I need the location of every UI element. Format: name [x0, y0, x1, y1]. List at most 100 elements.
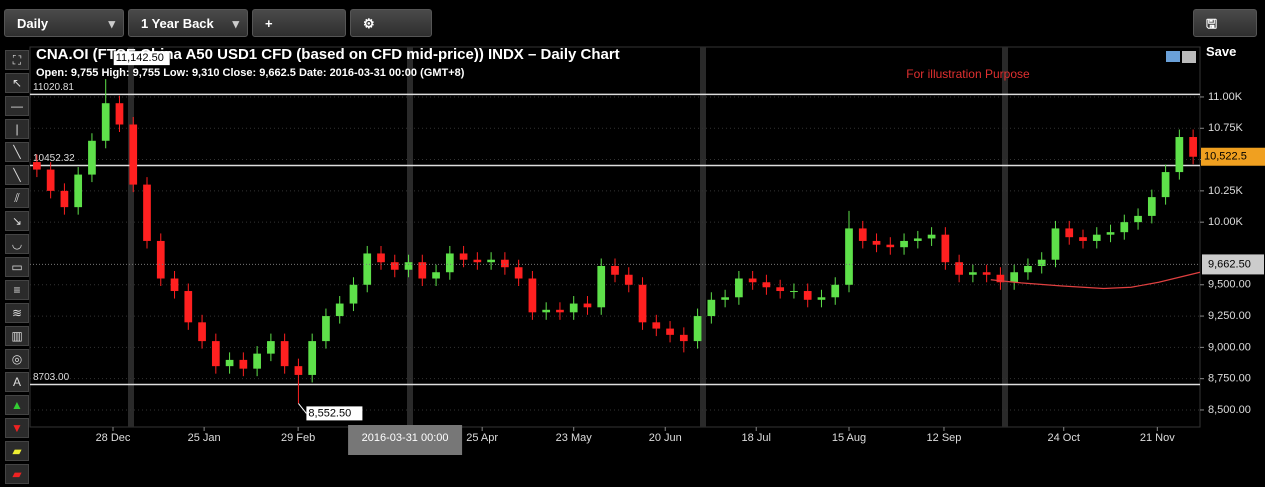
min-pointer — [298, 403, 307, 414]
candle-body — [74, 174, 83, 208]
candle-body — [445, 253, 454, 273]
candle-body — [528, 278, 537, 313]
session-band — [407, 47, 413, 427]
tool[interactable]: ╲ — [5, 165, 29, 185]
candle-body — [1106, 232, 1115, 235]
crosshair-y-label: 9,662.50 — [1208, 258, 1251, 270]
y-tick-label: 8,750.00 — [1208, 373, 1251, 385]
tool[interactable]: ▭ — [5, 257, 29, 277]
tool[interactable]: ▼ — [5, 418, 29, 438]
info-value: 9,310 — [192, 67, 220, 79]
crosshair-y-box — [1202, 254, 1264, 275]
info-value: 9,662.5 — [259, 67, 296, 79]
candle-body — [432, 272, 440, 279]
x-tick-label: 20 Jun — [649, 432, 682, 444]
candle-body — [790, 291, 798, 293]
y-tick-label: 10.25K — [1208, 185, 1244, 197]
candle-body — [638, 284, 647, 323]
indicators-button[interactable]: + Indicators — [252, 9, 346, 59]
candle-body — [1092, 234, 1101, 241]
candle-body — [335, 303, 344, 317]
tool[interactable]: | — [5, 119, 29, 139]
candle-body — [294, 366, 303, 375]
candle-body — [886, 244, 895, 248]
max-label: 11,142.50 — [116, 52, 164, 64]
info-label: High: — [101, 67, 129, 79]
level-label: 10452.32 — [33, 153, 75, 164]
candle-body — [1065, 228, 1074, 238]
candle-body — [377, 253, 385, 263]
info-value: 9,755 — [71, 67, 99, 79]
tool[interactable]: ◎ — [5, 349, 29, 369]
candle-body — [1037, 259, 1046, 266]
candle-body — [1010, 272, 1019, 283]
x-tick-label: 28 Dec — [96, 432, 131, 444]
candle-body — [225, 359, 234, 367]
candle-body — [611, 265, 619, 275]
y-tick-label: 10.75K — [1208, 122, 1244, 134]
x-tick-label: 25 Apr — [466, 432, 498, 444]
tool[interactable]: ↖ — [5, 73, 29, 93]
candle-body — [624, 274, 633, 285]
max-box — [113, 51, 170, 66]
candle-body — [280, 341, 289, 367]
candle-body — [1079, 237, 1087, 241]
info-value: (GMT+8) — [420, 67, 465, 79]
candle-body — [46, 169, 55, 191]
candle-body — [569, 303, 578, 313]
candle-body — [776, 287, 785, 292]
x-tick-label: 15 Aug — [832, 432, 866, 444]
crosshair-x-box — [348, 425, 463, 455]
tool[interactable]: — — [5, 96, 29, 116]
candle-body — [556, 309, 564, 313]
x-tick-label: 25 Jan — [188, 432, 221, 444]
y-tick-label: 11.00K — [1208, 91, 1243, 103]
candle-body — [514, 267, 523, 279]
plot-area — [29, 46, 1201, 428]
tool[interactable]: ▲ — [5, 395, 29, 415]
tool-column: ⛶ ↖ — | ╲ ╲ ⫽ ↘ ◡ ▭ ≡ ≋ ▥ ◎ A ▲ ▼ ▰ ▰ — [5, 50, 29, 487]
candle-body — [735, 278, 743, 298]
candle-body — [253, 353, 261, 369]
tool[interactable]: ◡ — [5, 234, 29, 254]
info-label: Open: — [36, 67, 68, 79]
candle-body — [996, 274, 1005, 283]
info-value: 2016-03-31 00:00 — [330, 67, 417, 79]
tool[interactable]: A — [5, 372, 29, 392]
candle-body — [831, 284, 840, 298]
candle-body — [170, 278, 179, 292]
settings-button[interactable]: ⚙ Settings — [350, 9, 432, 59]
candle-body — [1161, 172, 1170, 198]
print-icon[interactable] — [1182, 51, 1196, 63]
candle-body — [156, 240, 165, 279]
candle-body — [679, 334, 688, 342]
candle-body — [666, 328, 674, 335]
tool[interactable]: ⛶ — [5, 50, 29, 70]
tool[interactable]: ⫽ — [5, 188, 29, 208]
candle-body — [583, 303, 592, 308]
x-tick-label: 12 Sep — [927, 432, 962, 444]
tool[interactable]: ≋ — [5, 303, 29, 323]
candle-body — [803, 291, 812, 300]
candle-body — [459, 253, 468, 260]
candle-body — [1051, 228, 1060, 260]
tool[interactable]: ▰ — [5, 441, 29, 461]
tool[interactable]: ╲ — [5, 142, 29, 162]
tool[interactable]: ↘ — [5, 211, 29, 231]
save-button[interactable]: 🖫 Save — [1193, 9, 1257, 59]
min-label: 8,552.50 — [308, 407, 351, 419]
candle-body — [900, 240, 908, 248]
page: Daily 1 Year Back + Indicators ⚙ Setting… — [0, 0, 1265, 470]
info-label: Low: — [163, 67, 189, 79]
interval-dropdown[interactable]: Daily — [4, 9, 124, 38]
candle-body — [969, 272, 977, 275]
range-dropdown[interactable]: 1 Year Back — [128, 9, 248, 38]
candle-body — [198, 322, 206, 342]
candle-body — [707, 299, 716, 317]
candle-body — [858, 228, 867, 241]
tool[interactable]: ▰ — [5, 464, 29, 484]
candle-body — [129, 124, 138, 185]
tool[interactable]: ≡ — [5, 280, 29, 300]
image-icon[interactable] — [1166, 51, 1180, 62]
tool[interactable]: ▥ — [5, 326, 29, 346]
